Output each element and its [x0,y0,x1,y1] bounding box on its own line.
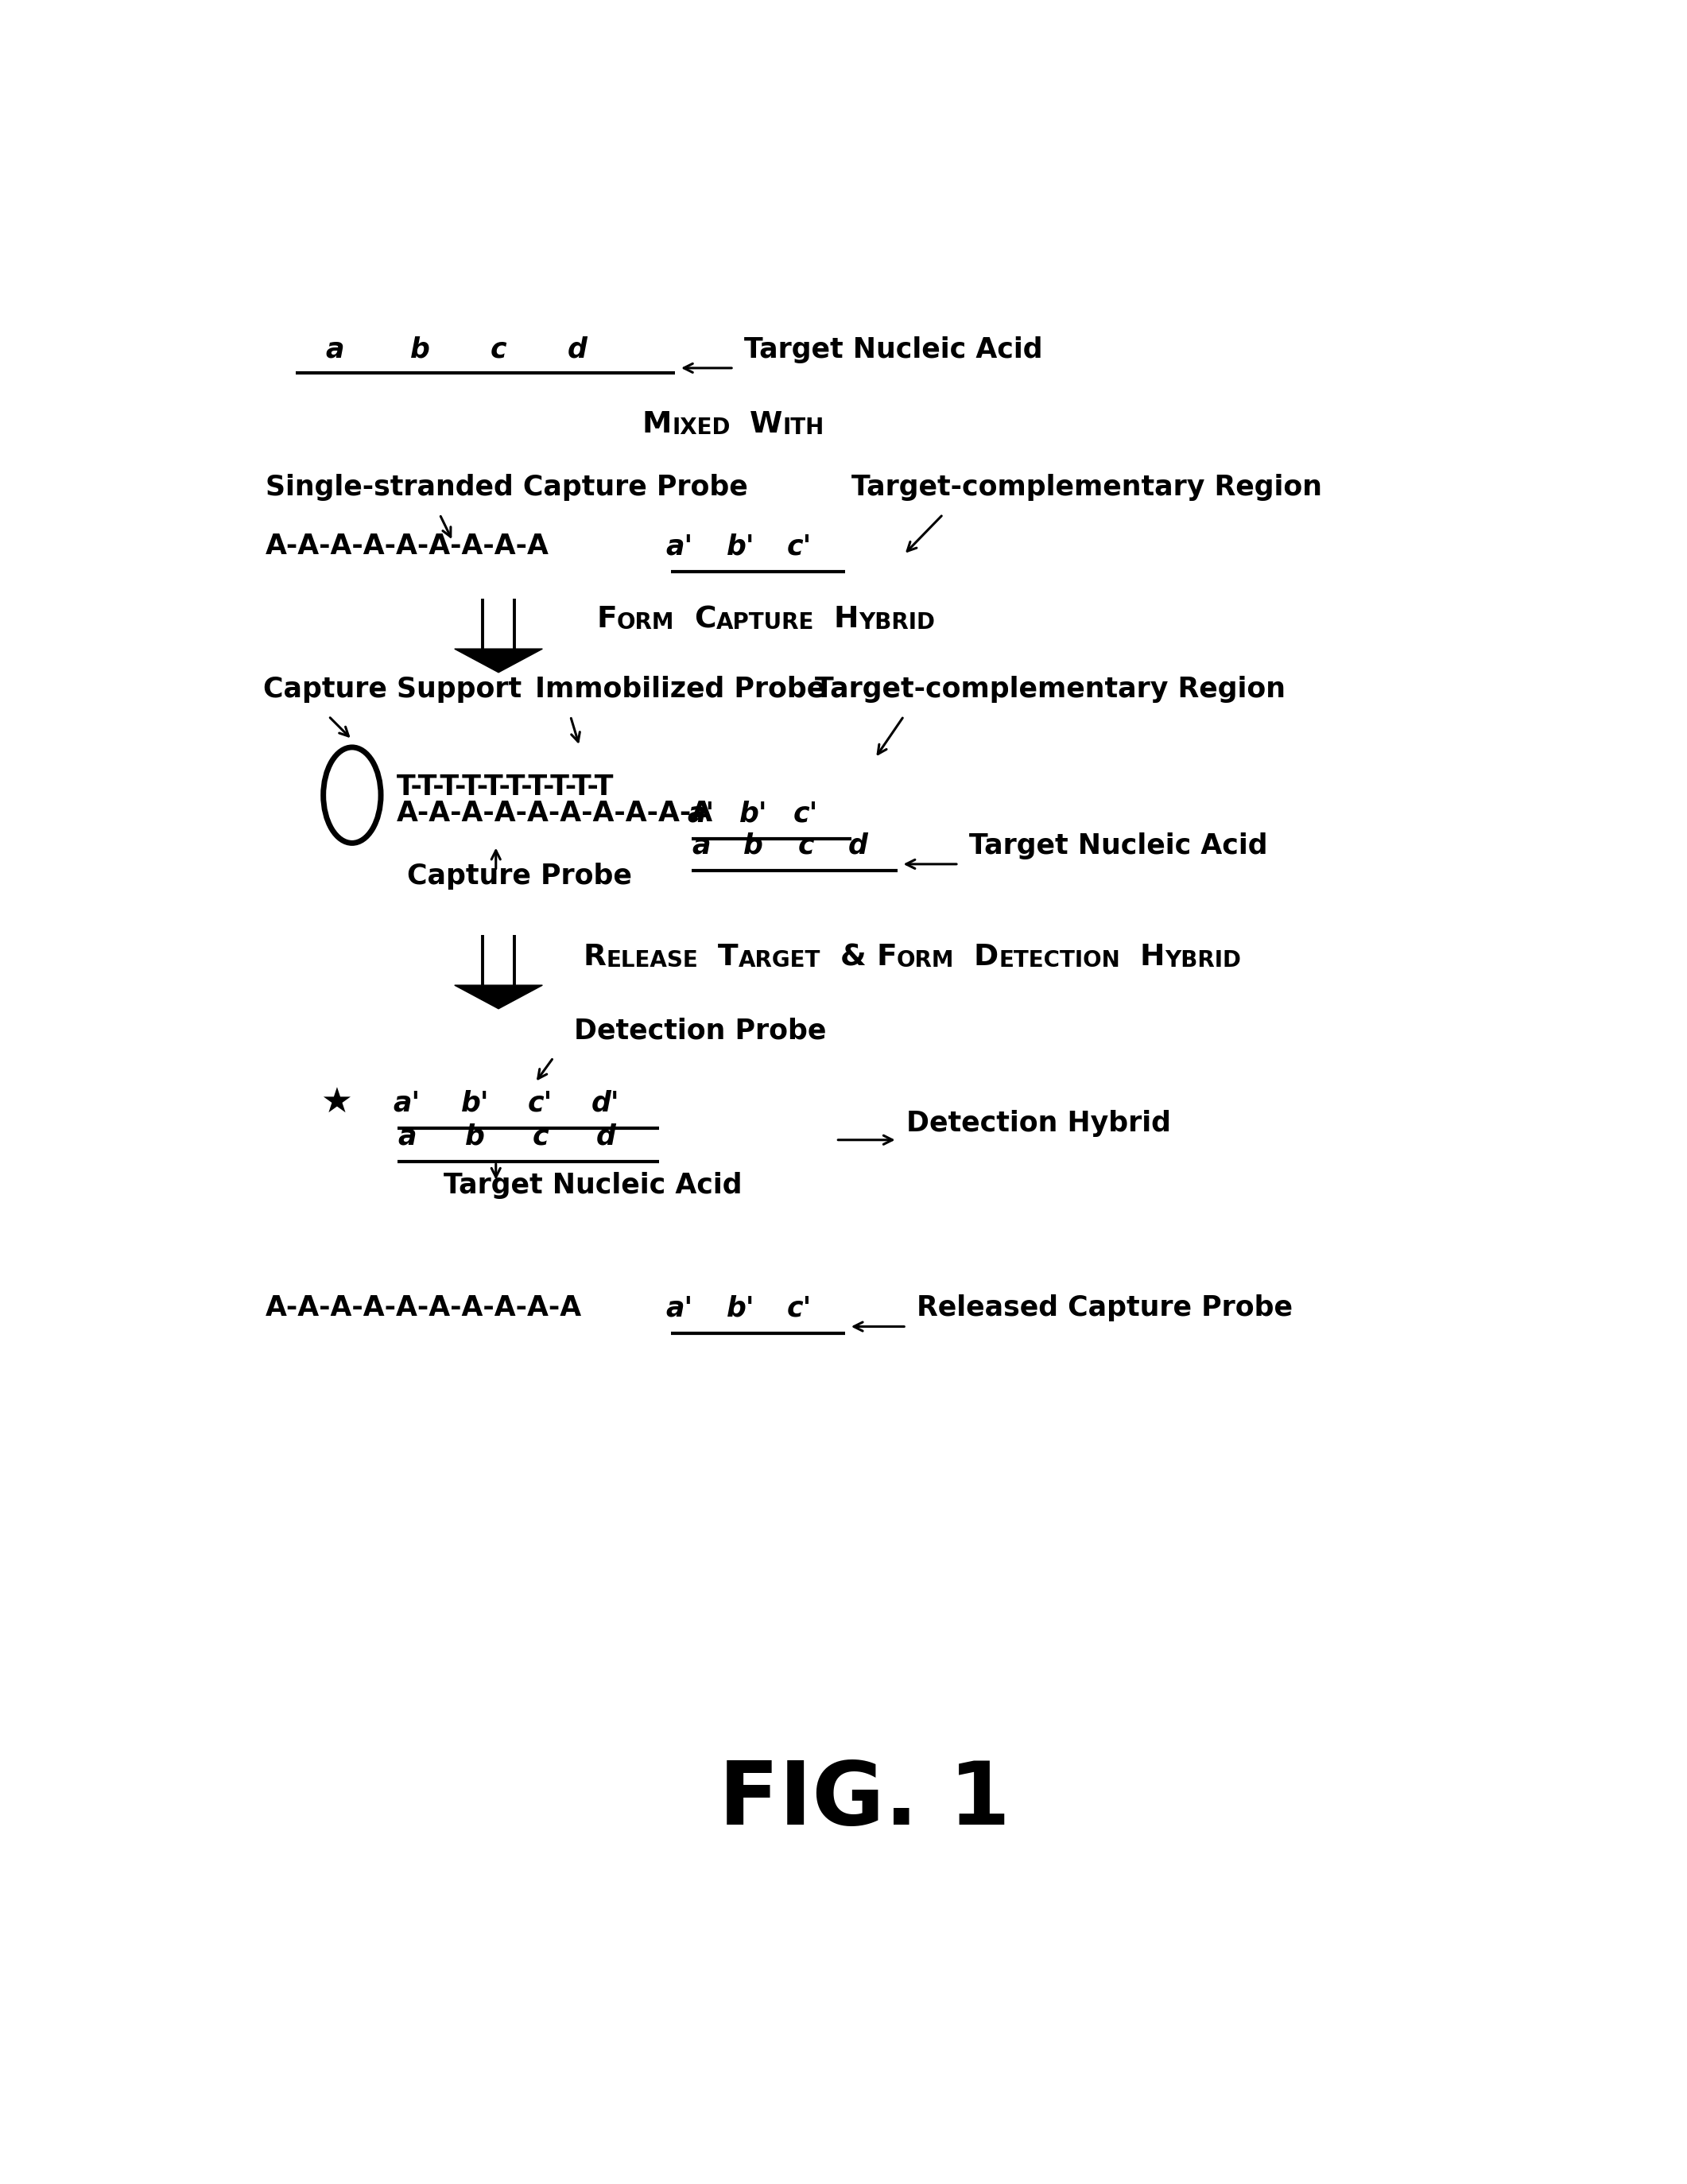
Text: d: d [567,336,587,363]
Text: Single-stranded Capture Probe: Single-stranded Capture Probe [267,474,747,500]
Text: T-T-T-T-T-T-T-T-T-T: T-T-T-T-T-T-T-T-T-T [396,773,614,799]
Text: APTURE: APTURE [715,612,815,633]
Text: d': d' [592,1090,619,1116]
Text: Detection Hybrid: Detection Hybrid [906,1109,1171,1136]
Text: M: M [643,411,671,439]
Text: F: F [597,605,617,633]
Text: c': c' [786,1295,811,1321]
Text: a': a' [665,1295,692,1321]
Text: H: H [833,605,859,633]
Text: ITH: ITH [783,417,825,439]
Text: a': a' [688,799,715,828]
Text: Immobilized Probe: Immobilized Probe [535,675,825,703]
Text: b': b' [727,1295,754,1321]
Text: R: R [584,943,606,972]
Polygon shape [454,985,543,1009]
Text: A-A-A-A-A-A-A-A-A: A-A-A-A-A-A-A-A-A [267,533,550,559]
Text: d: d [849,832,867,858]
Text: W: W [751,411,783,439]
Text: c': c' [793,799,818,828]
Text: FIG. 1: FIG. 1 [719,1758,1011,1843]
Text: c': c' [528,1090,553,1116]
Text: A-A-A-A-A-A-A-A-A-A: A-A-A-A-A-A-A-A-A-A [396,799,714,828]
Text: &: & [840,943,865,972]
Text: ETECTION: ETECTION [999,950,1120,972]
Text: Target Nucleic Acid: Target Nucleic Acid [744,336,1043,363]
Text: YBRID: YBRID [859,612,935,633]
Text: Target-complementary Region: Target-complementary Region [852,474,1323,500]
Text: b: b [744,832,763,858]
Text: T: T [719,943,739,972]
Text: Detection Probe: Detection Probe [574,1018,827,1044]
Text: a: a [398,1123,417,1151]
Text: a: a [326,336,344,363]
Text: c: c [491,336,506,363]
Polygon shape [454,649,543,673]
Text: H: H [1140,943,1164,972]
Text: Target-complementary Region: Target-complementary Region [815,675,1285,703]
Text: c: c [531,1123,548,1151]
Text: Capture Support: Capture Support [263,675,521,703]
Text: Capture Probe: Capture Probe [407,863,633,889]
Text: YBRID: YBRID [1164,950,1242,972]
Text: A-A-A-A-A-A-A-A-A-A: A-A-A-A-A-A-A-A-A-A [267,1295,582,1321]
Text: Target Nucleic Acid: Target Nucleic Acid [968,832,1267,858]
Text: Target Nucleic Acid: Target Nucleic Acid [444,1173,742,1199]
Text: F: F [876,943,897,972]
Text: ORM: ORM [617,612,675,633]
Text: ELEASE: ELEASE [606,950,698,972]
Text: ARGET: ARGET [739,950,820,972]
Text: a': a' [393,1090,420,1116]
Text: b': b' [727,533,754,559]
Text: ORM: ORM [897,950,955,972]
Text: D: D [973,943,999,972]
Text: d: d [596,1123,616,1151]
Text: C: C [693,605,715,633]
Text: b: b [410,336,430,363]
Text: IXED: IXED [671,417,730,439]
Text: Released Capture Probe: Released Capture Probe [918,1295,1292,1321]
Text: b: b [466,1123,484,1151]
Text: b': b' [739,799,768,828]
Text: c': c' [786,533,811,559]
Text: a: a [692,832,710,858]
Text: b': b' [461,1090,489,1116]
Text: c: c [798,832,813,858]
Text: a': a' [665,533,692,559]
Text: ★: ★ [321,1085,353,1120]
